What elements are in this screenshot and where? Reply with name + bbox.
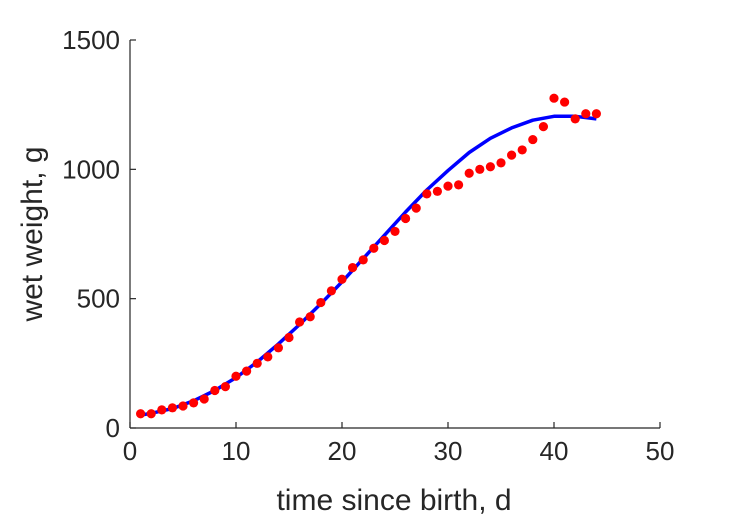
data-point [485,162,495,172]
data-point [475,164,485,174]
data-point [454,180,464,190]
data-point [549,93,559,103]
data-point [189,398,199,408]
data-point [443,181,453,191]
y-ticks: 0 500 1000 1500 [62,25,136,443]
x-tick-label: 50 [646,436,675,466]
y-tick-label: 500 [77,284,120,314]
x-tick-label: 40 [540,436,569,466]
x-tick-label: 0 [123,436,137,466]
data-point [157,405,167,415]
data-point [390,226,400,237]
data-point [348,263,358,273]
x-tick-label: 30 [434,436,463,466]
x-tick-label: 10 [222,436,251,466]
data-point [358,255,368,265]
data-point [242,366,252,376]
data-point [220,382,230,392]
data-point [379,235,389,246]
data-point [305,312,315,322]
y-axis-label: wet weight, g [16,146,49,322]
data-point [263,352,273,362]
fit-line [140,114,597,417]
data-point [284,332,294,343]
data-point [517,145,527,155]
data-point [411,203,421,213]
x-tick-label: 20 [328,436,357,466]
data-point [146,409,156,419]
y-tick-label: 0 [106,413,120,443]
data-point [422,189,432,199]
data-point [136,409,146,419]
data-point [432,186,442,196]
data-point [591,109,602,119]
data-point [178,401,188,411]
data-point [560,97,570,107]
data-point [538,122,549,132]
data-point [528,134,538,145]
data-point [401,213,411,224]
data-point [316,297,326,308]
data-point [464,168,474,178]
data-point [231,371,241,381]
data-point [210,385,220,396]
data-point [581,109,591,119]
data-point [496,158,506,168]
y-tick-label: 1500 [62,25,120,55]
data-point [337,274,347,284]
data-point [326,286,336,296]
y-tick-label: 1000 [62,154,120,184]
data-point [570,114,580,124]
x-axis-label: time since birth, d [276,484,511,517]
data-point [369,243,379,253]
plot-area [136,93,602,419]
data-point [507,150,517,160]
x-ticks: 0 10 20 30 40 50 [123,422,675,466]
axes [129,40,660,429]
data-point [199,394,209,404]
data-point [167,403,177,413]
data-point [252,358,262,368]
data-point [273,343,283,353]
data-point [295,317,305,327]
